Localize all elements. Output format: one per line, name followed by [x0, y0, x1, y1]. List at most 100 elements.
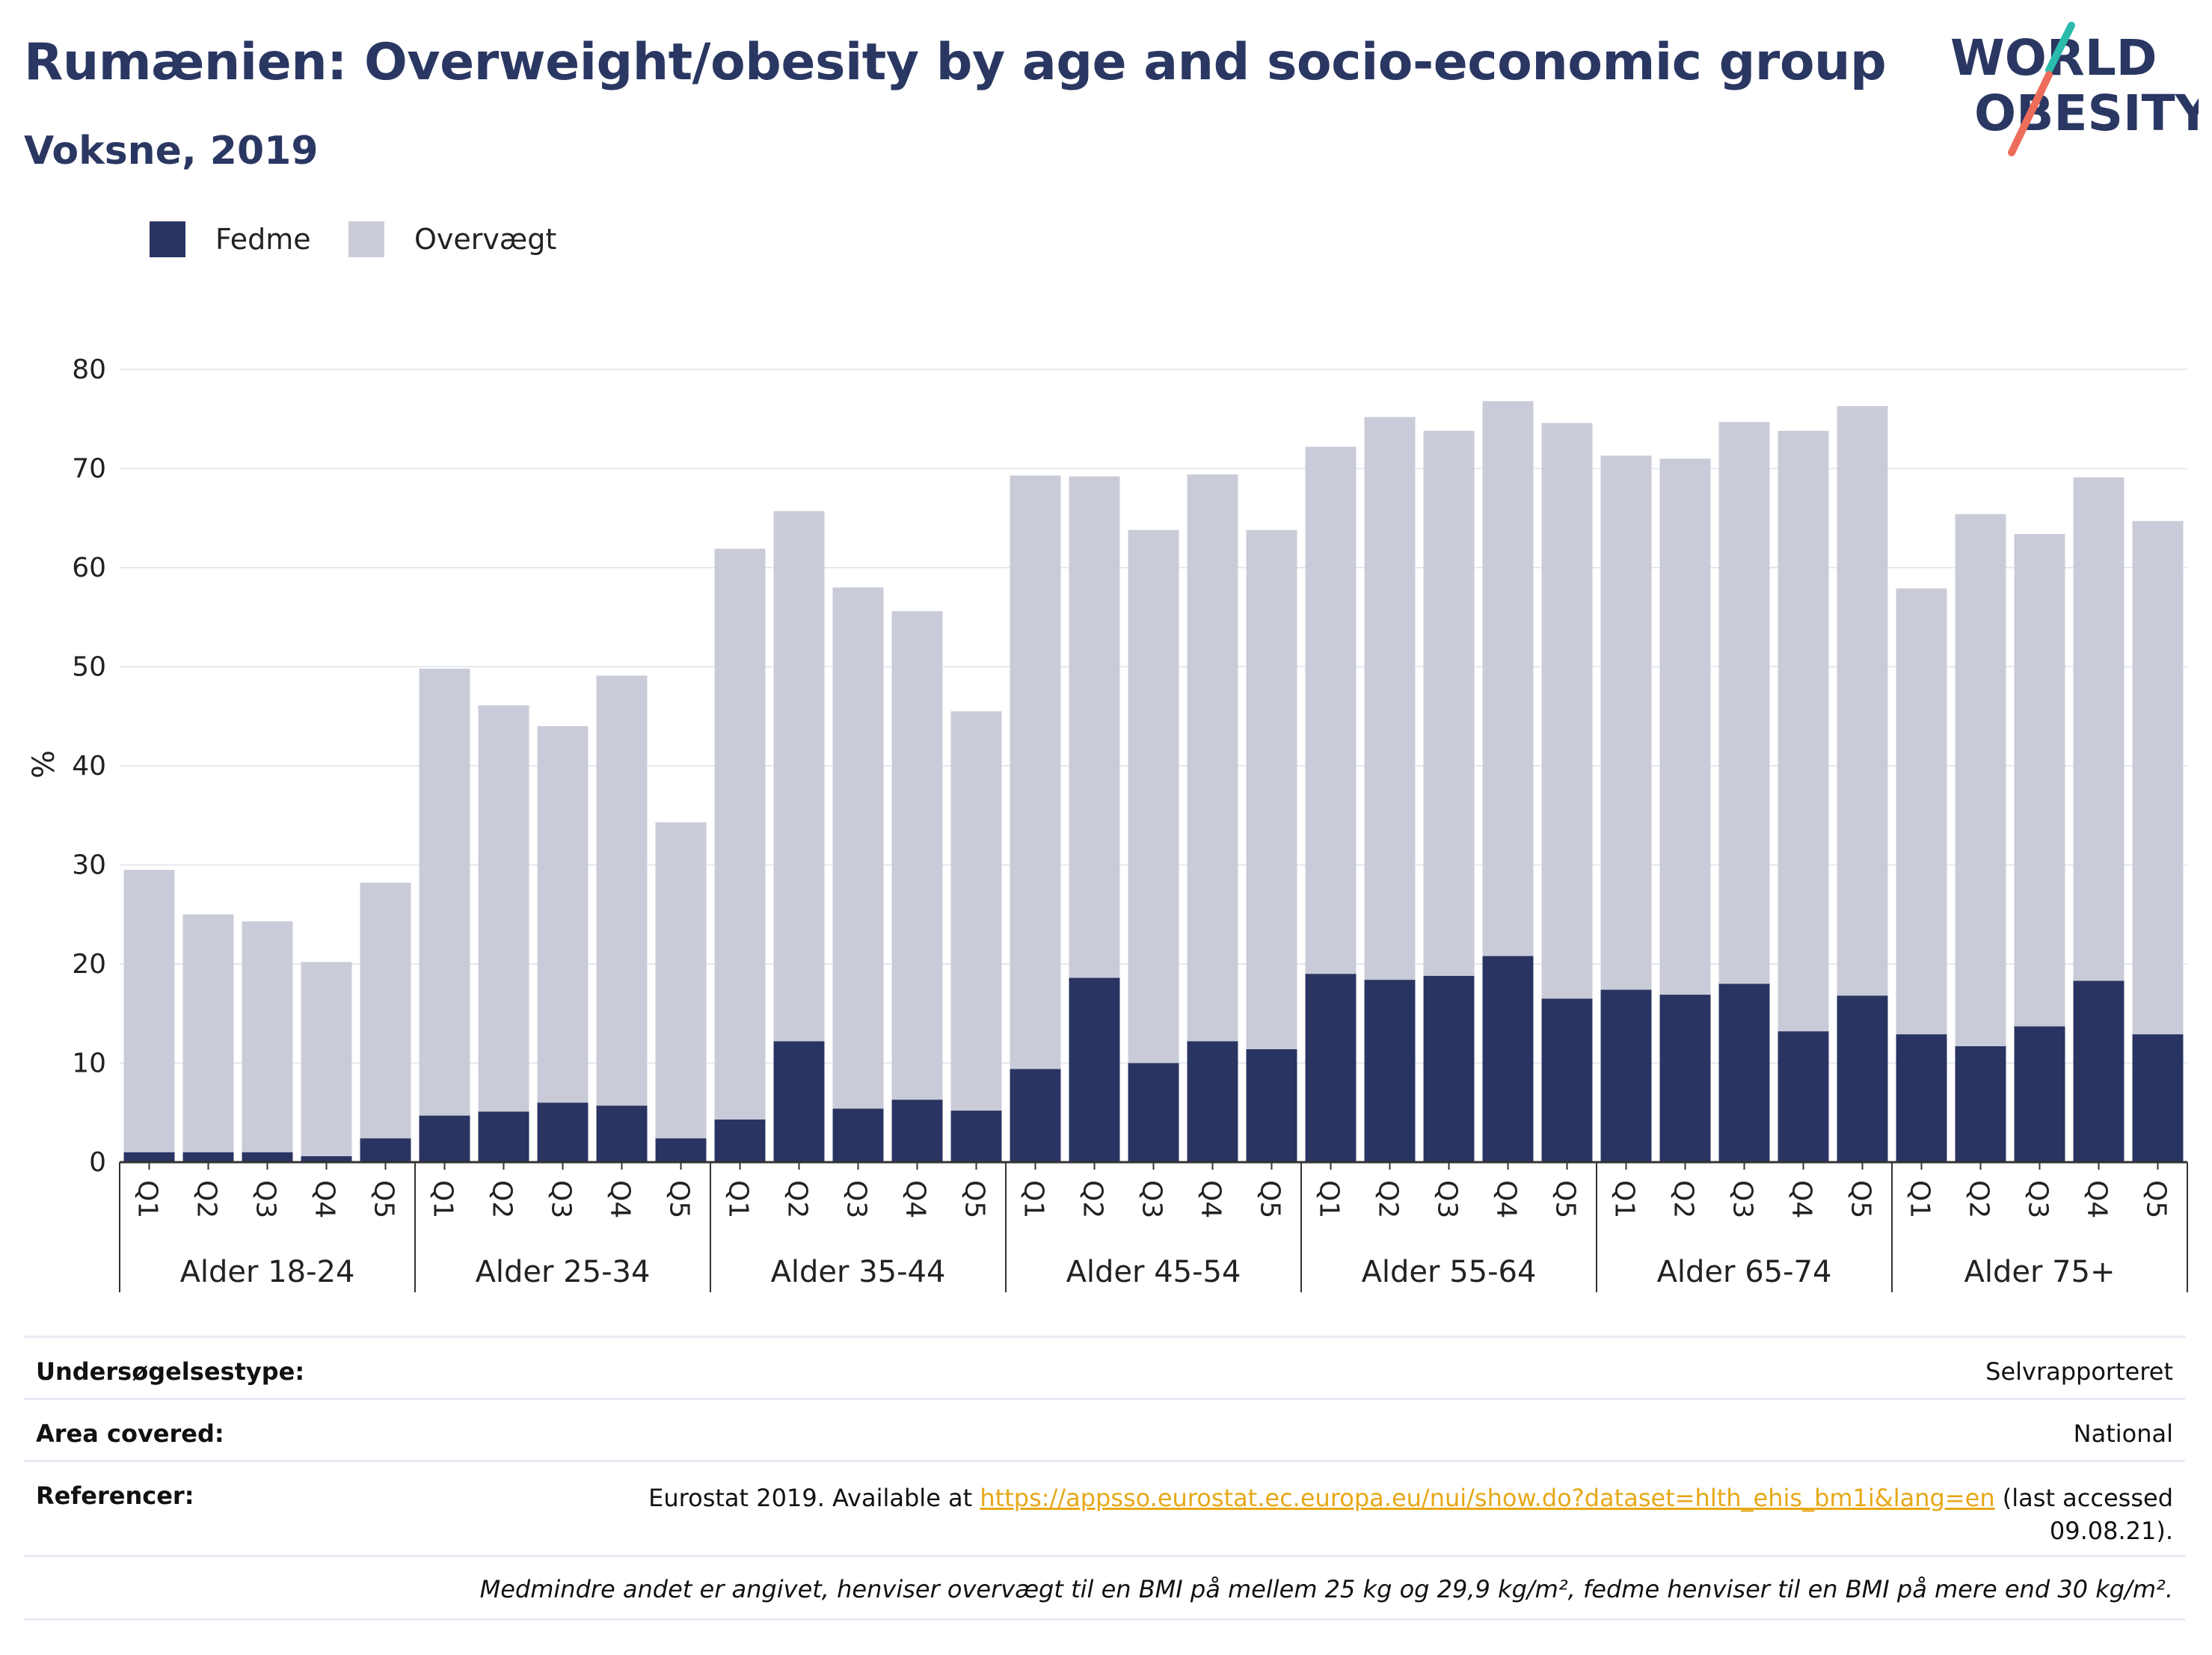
y-tick-label-40: 40 — [72, 751, 106, 782]
bar-overvaegt-6-q3 — [1718, 422, 1770, 984]
x-tick-label-q2: Q2 — [1964, 1180, 1994, 1218]
bar-overvaegt-7-q5 — [2132, 521, 2184, 1035]
x-tick-label-q1: Q1 — [1019, 1180, 1049, 1218]
bar-fedme-2-q2 — [478, 1111, 529, 1162]
bar-overvaegt-3-q1 — [714, 548, 766, 1120]
x-tick-label-q1: Q1 — [723, 1180, 754, 1218]
info-value-references: Eurostat 2019. Available at https://apps… — [648, 1481, 2173, 1547]
y-tick-label-0: 0 — [89, 1147, 106, 1178]
bar-fedme-6-q5 — [1837, 995, 1888, 1162]
bar-overvaegt-5-q2 — [1364, 417, 1416, 980]
bar-overvaegt-2-q1 — [419, 669, 470, 1116]
y-tick-label-60: 60 — [72, 553, 106, 583]
bar-chart: 0 10 20 30 40 50 60 70 80% Q1 Q2 Q3 Q4 Q5 Alder 18-24 Q… — [27, 354, 2188, 1292]
bar-fedme-5-q5 — [1541, 998, 1593, 1162]
bar-overvaegt-2-q3 — [537, 726, 589, 1103]
page-title: Rumænien: Overweight/obesity by age and … — [24, 33, 1887, 92]
bar-fedme-3-q1 — [714, 1120, 766, 1162]
bar-fedme-5-q4 — [1482, 956, 1534, 1162]
bar-overvaegt-4-q1 — [1010, 475, 1061, 1069]
y-tick-label-10: 10 — [72, 1048, 106, 1079]
bar-overvaegt-5-q4 — [1482, 401, 1534, 957]
bar-fedme-4-q2 — [1069, 977, 1120, 1162]
bar-overvaegt-3-q4 — [891, 611, 943, 1100]
bar-overvaegt-4-q3 — [1128, 529, 1179, 1063]
bar-fedme-1-q1 — [123, 1152, 175, 1162]
bar-fedme-5-q1 — [1305, 974, 1357, 1162]
group-label-1: Alder 18-24 — [180, 1255, 355, 1289]
x-tick-label-q5: Q5 — [959, 1180, 990, 1218]
bar-fedme-1-q2 — [182, 1152, 234, 1162]
page-subtitle: Voksne, 2019 — [24, 129, 319, 174]
x-tick-label-q4: Q4 — [1196, 1180, 1226, 1218]
bar-overvaegt-7-q3 — [2014, 533, 2065, 1027]
info-value-area-covered: National — [2073, 1419, 2173, 1448]
bar-fedme-7-q3 — [2014, 1026, 2065, 1162]
bar-overvaegt-7-q4 — [2073, 477, 2125, 981]
x-tick-label-q2: Q2 — [1668, 1180, 1699, 1218]
info-row-note: Medmindre andet er angivet, henviser ove… — [24, 1555, 2185, 1621]
bar-fedme-7-q4 — [2073, 980, 2125, 1162]
x-tick-label-q4: Q4 — [900, 1180, 931, 1218]
bar-overvaegt-2-q4 — [596, 675, 648, 1106]
bar-fedme-1-q4 — [301, 1156, 352, 1162]
bar-overvaegt-1-q5 — [360, 882, 411, 1139]
logo-line2: OBESITY — [1974, 85, 2199, 142]
bar-overvaegt-3-q2 — [773, 511, 825, 1042]
legend-label-fedme: Fedme — [215, 223, 311, 256]
bar-fedme-6-q4 — [1778, 1031, 1829, 1162]
bar-overvaegt-6-q5 — [1837, 406, 1888, 996]
bar-fedme-4-q1 — [1010, 1069, 1061, 1162]
x-tick-label-q1: Q1 — [428, 1180, 458, 1218]
bar-overvaegt-6-q2 — [1659, 458, 1711, 995]
x-tick-label-q4: Q4 — [605, 1180, 636, 1218]
group-label-3: Alder 35-44 — [771, 1255, 946, 1289]
x-tick-label-q2: Q2 — [1078, 1180, 1108, 1218]
bar-overvaegt-1-q4 — [301, 962, 352, 1157]
x-tick-label-q1: Q1 — [132, 1180, 163, 1218]
world-obesity-logo: WORLD OBESITY — [1950, 22, 2199, 156]
bar-overvaegt-5-q3 — [1423, 431, 1475, 976]
info-key-survey-type: Undersøgelsestype: — [36, 1357, 305, 1386]
definition-note: Medmindre andet er angivet, henviser ove… — [479, 1575, 2173, 1603]
x-tick-label-q5: Q5 — [664, 1180, 695, 1218]
group-label-5: Alder 55-64 — [1362, 1255, 1537, 1289]
references-link[interactable]: https://appsso.eurostat.ec.europa.eu/nui… — [980, 1484, 1995, 1512]
x-tick-label-q4: Q4 — [1491, 1180, 1522, 1218]
x-tick-label-q3: Q3 — [546, 1180, 577, 1218]
y-tick-label-20: 20 — [72, 949, 106, 980]
bar-overvaegt-1-q3 — [242, 921, 293, 1152]
x-tick-label-q5: Q5 — [369, 1180, 399, 1218]
legend-swatch-fedme — [150, 221, 185, 257]
y-axis-title: % — [27, 750, 61, 779]
x-tick-label-q1: Q1 — [1609, 1180, 1640, 1218]
group-label-4: Alder 45-54 — [1066, 1255, 1241, 1289]
bar-overvaegt-6-q4 — [1778, 431, 1829, 1032]
group-label-7: Alder 75+ — [1964, 1255, 2115, 1289]
bar-fedme-2-q4 — [596, 1105, 648, 1162]
bar-fedme-3-q4 — [891, 1099, 943, 1162]
bar-overvaegt-1-q2 — [182, 914, 234, 1152]
y-tick-label-70: 70 — [72, 454, 106, 485]
bar-fedme-5-q2 — [1364, 980, 1416, 1162]
legend-label-overvaegt: Overvægt — [414, 223, 557, 256]
x-tick-label-q2: Q2 — [782, 1180, 813, 1218]
x-tick-label-q3: Q3 — [2023, 1180, 2053, 1218]
bar-overvaegt-5-q1 — [1305, 446, 1357, 974]
info-row-survey-type: Undersøgelsestype: Selvrapporteret — [24, 1336, 2185, 1398]
bar-fedme-2-q3 — [537, 1102, 589, 1162]
x-tick-label-q5: Q5 — [1255, 1180, 1285, 1218]
bar-overvaegt-4-q2 — [1069, 476, 1120, 978]
references-suffix: (last accessed — [1994, 1484, 2173, 1512]
bar-fedme-6-q1 — [1600, 989, 1652, 1162]
bar-fedme-6-q3 — [1718, 983, 1770, 1162]
x-tick-label-q2: Q2 — [191, 1180, 222, 1218]
bar-fedme-6-q2 — [1659, 995, 1711, 1162]
bar-fedme-3-q5 — [950, 1111, 1002, 1162]
bar-overvaegt-2-q2 — [478, 705, 529, 1112]
bar-overvaegt-6-q1 — [1600, 455, 1652, 990]
x-tick-label-q4: Q4 — [1787, 1180, 1817, 1218]
x-tick-label-q5: Q5 — [1846, 1180, 1876, 1218]
info-key-area-covered: Area covered: — [36, 1419, 224, 1448]
bar-overvaegt-3-q5 — [950, 711, 1002, 1111]
